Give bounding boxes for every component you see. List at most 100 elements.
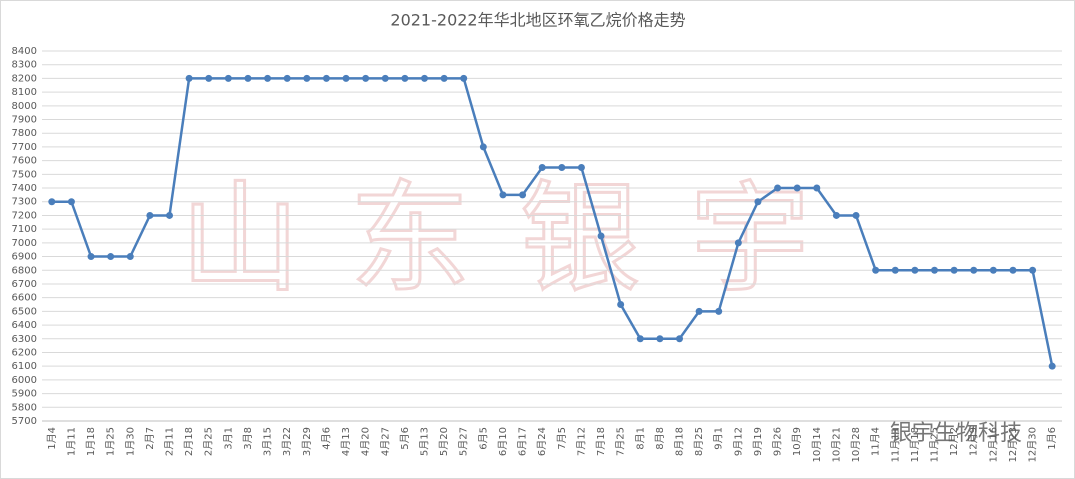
x-tick-label: 6月17 [517, 427, 529, 456]
data-point [911, 266, 919, 274]
x-tick-label: 1月25 [105, 427, 117, 456]
x-tick-label: 1月30 [124, 427, 136, 456]
data-point [283, 74, 291, 82]
y-tick-label: 7500 [12, 169, 37, 180]
data-point [303, 74, 311, 82]
data-point [774, 184, 782, 192]
data-point [479, 143, 487, 151]
x-tick-label: 12月30 [1027, 427, 1039, 462]
x-tick-label: 6月5 [477, 427, 489, 450]
y-tick-label: 6200 [12, 347, 37, 358]
y-tick-label: 7700 [12, 142, 37, 153]
y-tick-label: 6700 [12, 279, 37, 290]
x-tick-label: 7月18 [595, 427, 607, 456]
x-tick-label: 2月11 [164, 427, 176, 456]
y-tick-label: 6500 [12, 306, 37, 317]
x-tick-label: 3月1 [222, 427, 234, 450]
data-point [244, 74, 252, 82]
y-tick-label: 6400 [12, 320, 37, 331]
watermark: 山东银宇 [180, 170, 860, 309]
data-point [48, 198, 56, 206]
data-point [185, 74, 193, 82]
x-tick-label: 7月25 [615, 427, 627, 456]
data-point [460, 74, 468, 82]
y-tick-label: 7100 [12, 224, 37, 235]
data-point [676, 335, 683, 343]
x-tick-label: 2月7 [144, 427, 156, 450]
data-point [597, 232, 605, 240]
x-tick-label: 10月28 [850, 427, 862, 462]
x-tick-label: 11月4 [870, 427, 882, 456]
data-point [970, 266, 978, 274]
data-point [1048, 362, 1056, 370]
data-point [891, 266, 899, 274]
x-tick-label: 10月14 [811, 427, 823, 462]
x-tick-label: 4月20 [360, 427, 372, 456]
x-tick-label: 4月27 [379, 427, 391, 456]
x-tick-label: 1月11 [65, 427, 77, 456]
x-tick-label: 2月25 [203, 427, 215, 456]
x-tick-label: 9月12 [732, 427, 744, 456]
x-tick-label: 11月25 [929, 427, 941, 462]
data-point [107, 253, 115, 261]
data-point [67, 198, 75, 206]
y-tick-label: 6100 [12, 361, 37, 372]
corner-watermark: 银宇生物科技 [890, 421, 1022, 446]
y-tick-label: 8000 [12, 101, 37, 112]
data-point [342, 74, 350, 82]
x-tick-label: 1月4 [46, 427, 58, 450]
y-tick-label: 7000 [12, 238, 37, 249]
y-tick-label: 5800 [12, 402, 37, 413]
x-tick-label: 12月16 [987, 427, 999, 462]
data-point [499, 191, 507, 199]
x-tick-label: 10月21 [830, 427, 842, 462]
x-tick-label: 5月20 [438, 427, 450, 456]
y-tick-label: 6600 [12, 293, 37, 304]
x-tick-label: 7月12 [575, 427, 587, 456]
data-point [989, 266, 997, 274]
data-point [205, 74, 213, 82]
data-point [852, 211, 860, 219]
data-point [421, 74, 428, 82]
x-tick-label: 9月1 [713, 427, 725, 450]
y-tick-label: 7800 [12, 128, 37, 139]
x-tick-label: 5月27 [458, 427, 470, 456]
x-tick-label: 12月9 [968, 427, 980, 456]
x-tick-label: 9月26 [772, 427, 784, 456]
data-point [558, 163, 566, 171]
data-point [793, 184, 801, 192]
data-point [754, 198, 762, 206]
x-tick-label: 12月2 [948, 427, 960, 456]
data-point [950, 266, 958, 274]
data-point [636, 335, 644, 343]
x-tick-label: 11月11 [889, 427, 901, 462]
data-point [381, 74, 389, 82]
y-tick-label: 5900 [12, 389, 37, 400]
data-point [813, 184, 821, 192]
data-point [695, 307, 703, 315]
x-tick-label: 5月13 [419, 427, 431, 456]
data-point [1029, 266, 1037, 274]
data-point [656, 335, 664, 343]
x-tick-label: 3月15 [262, 427, 274, 456]
y-tick-label: 8200 [12, 73, 37, 84]
y-tick-label: 6300 [12, 334, 37, 345]
x-tick-label: 10月9 [791, 427, 803, 456]
data-point [166, 211, 173, 219]
data-point [617, 301, 625, 309]
y-tick-label: 5700 [12, 416, 37, 427]
x-tick-label: 2月18 [183, 427, 195, 456]
y-tick-label: 6000 [12, 375, 37, 386]
x-tick-label: 5月6 [399, 427, 411, 450]
data-point [519, 191, 527, 199]
y-tick-label: 8400 [12, 46, 37, 57]
y-tick-label: 8100 [12, 87, 37, 98]
x-tick-label: 11月18 [909, 427, 921, 462]
data-point [715, 307, 723, 315]
x-tick-label: 8月25 [693, 427, 705, 456]
data-point [931, 266, 938, 274]
x-tick-label: 8月18 [674, 427, 686, 456]
series-line [51, 77, 1054, 367]
